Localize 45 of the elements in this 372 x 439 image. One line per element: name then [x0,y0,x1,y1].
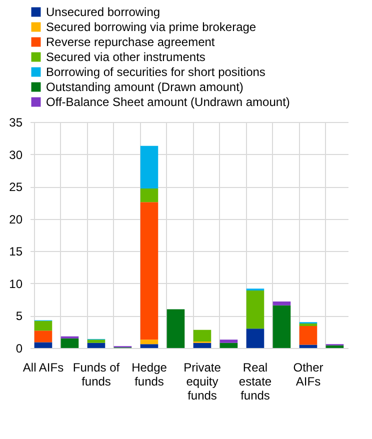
bar [87,340,106,343]
x-tick-label: Private equity funds [184,360,222,402]
bar [193,342,212,348]
bar [272,302,291,306]
bar [299,323,318,326]
y-tick-label: 15 [9,244,23,259]
y-tick-label: 20 [9,212,23,226]
legend-label: Reverse repurchase agreement [46,35,216,49]
legend-label: Borrowing of securities for short positions [46,65,266,79]
bar [299,344,318,348]
bar [140,188,158,202]
bar [220,340,238,343]
x-tick-label: Real estate funds [238,360,272,402]
bar [140,146,158,189]
x-tick-label: Other AIFs [293,360,324,388]
legend-label: Secured borrowing via prime brokerage [46,20,256,34]
y-tick-label: 25 [9,180,23,194]
legend-label: Outstanding amount (Drawn amount) [46,80,244,94]
bar [246,328,264,348]
bar [220,342,238,348]
legend-label: Off-Balance Sheet amount (Undrawn amount) [46,95,290,109]
y-tick-label: 35 [9,116,23,130]
bar [246,290,264,329]
x-tick-label: Funds of funds [72,360,120,388]
legend-label: Secured via other instruments [46,50,206,64]
bar [140,344,158,348]
bar [140,202,158,340]
legend-label: Unsecured borrowing [46,5,160,19]
bar [299,326,318,345]
x-tick-label: Hedge funds [132,360,168,388]
y-tick-label: 0 [16,342,23,356]
bar [193,330,212,342]
bar [140,340,158,344]
x-tick-label: All AIFs [22,360,64,374]
y-tick-label: 30 [9,148,23,162]
bar [34,320,52,331]
y-tick-label: 10 [9,276,23,291]
bar [34,342,52,348]
y-tick-label: 5 [16,309,23,324]
bar [272,305,291,348]
bar [34,330,52,342]
bar [60,338,79,348]
bar [326,345,344,348]
bar [166,309,185,348]
bar [87,342,106,348]
